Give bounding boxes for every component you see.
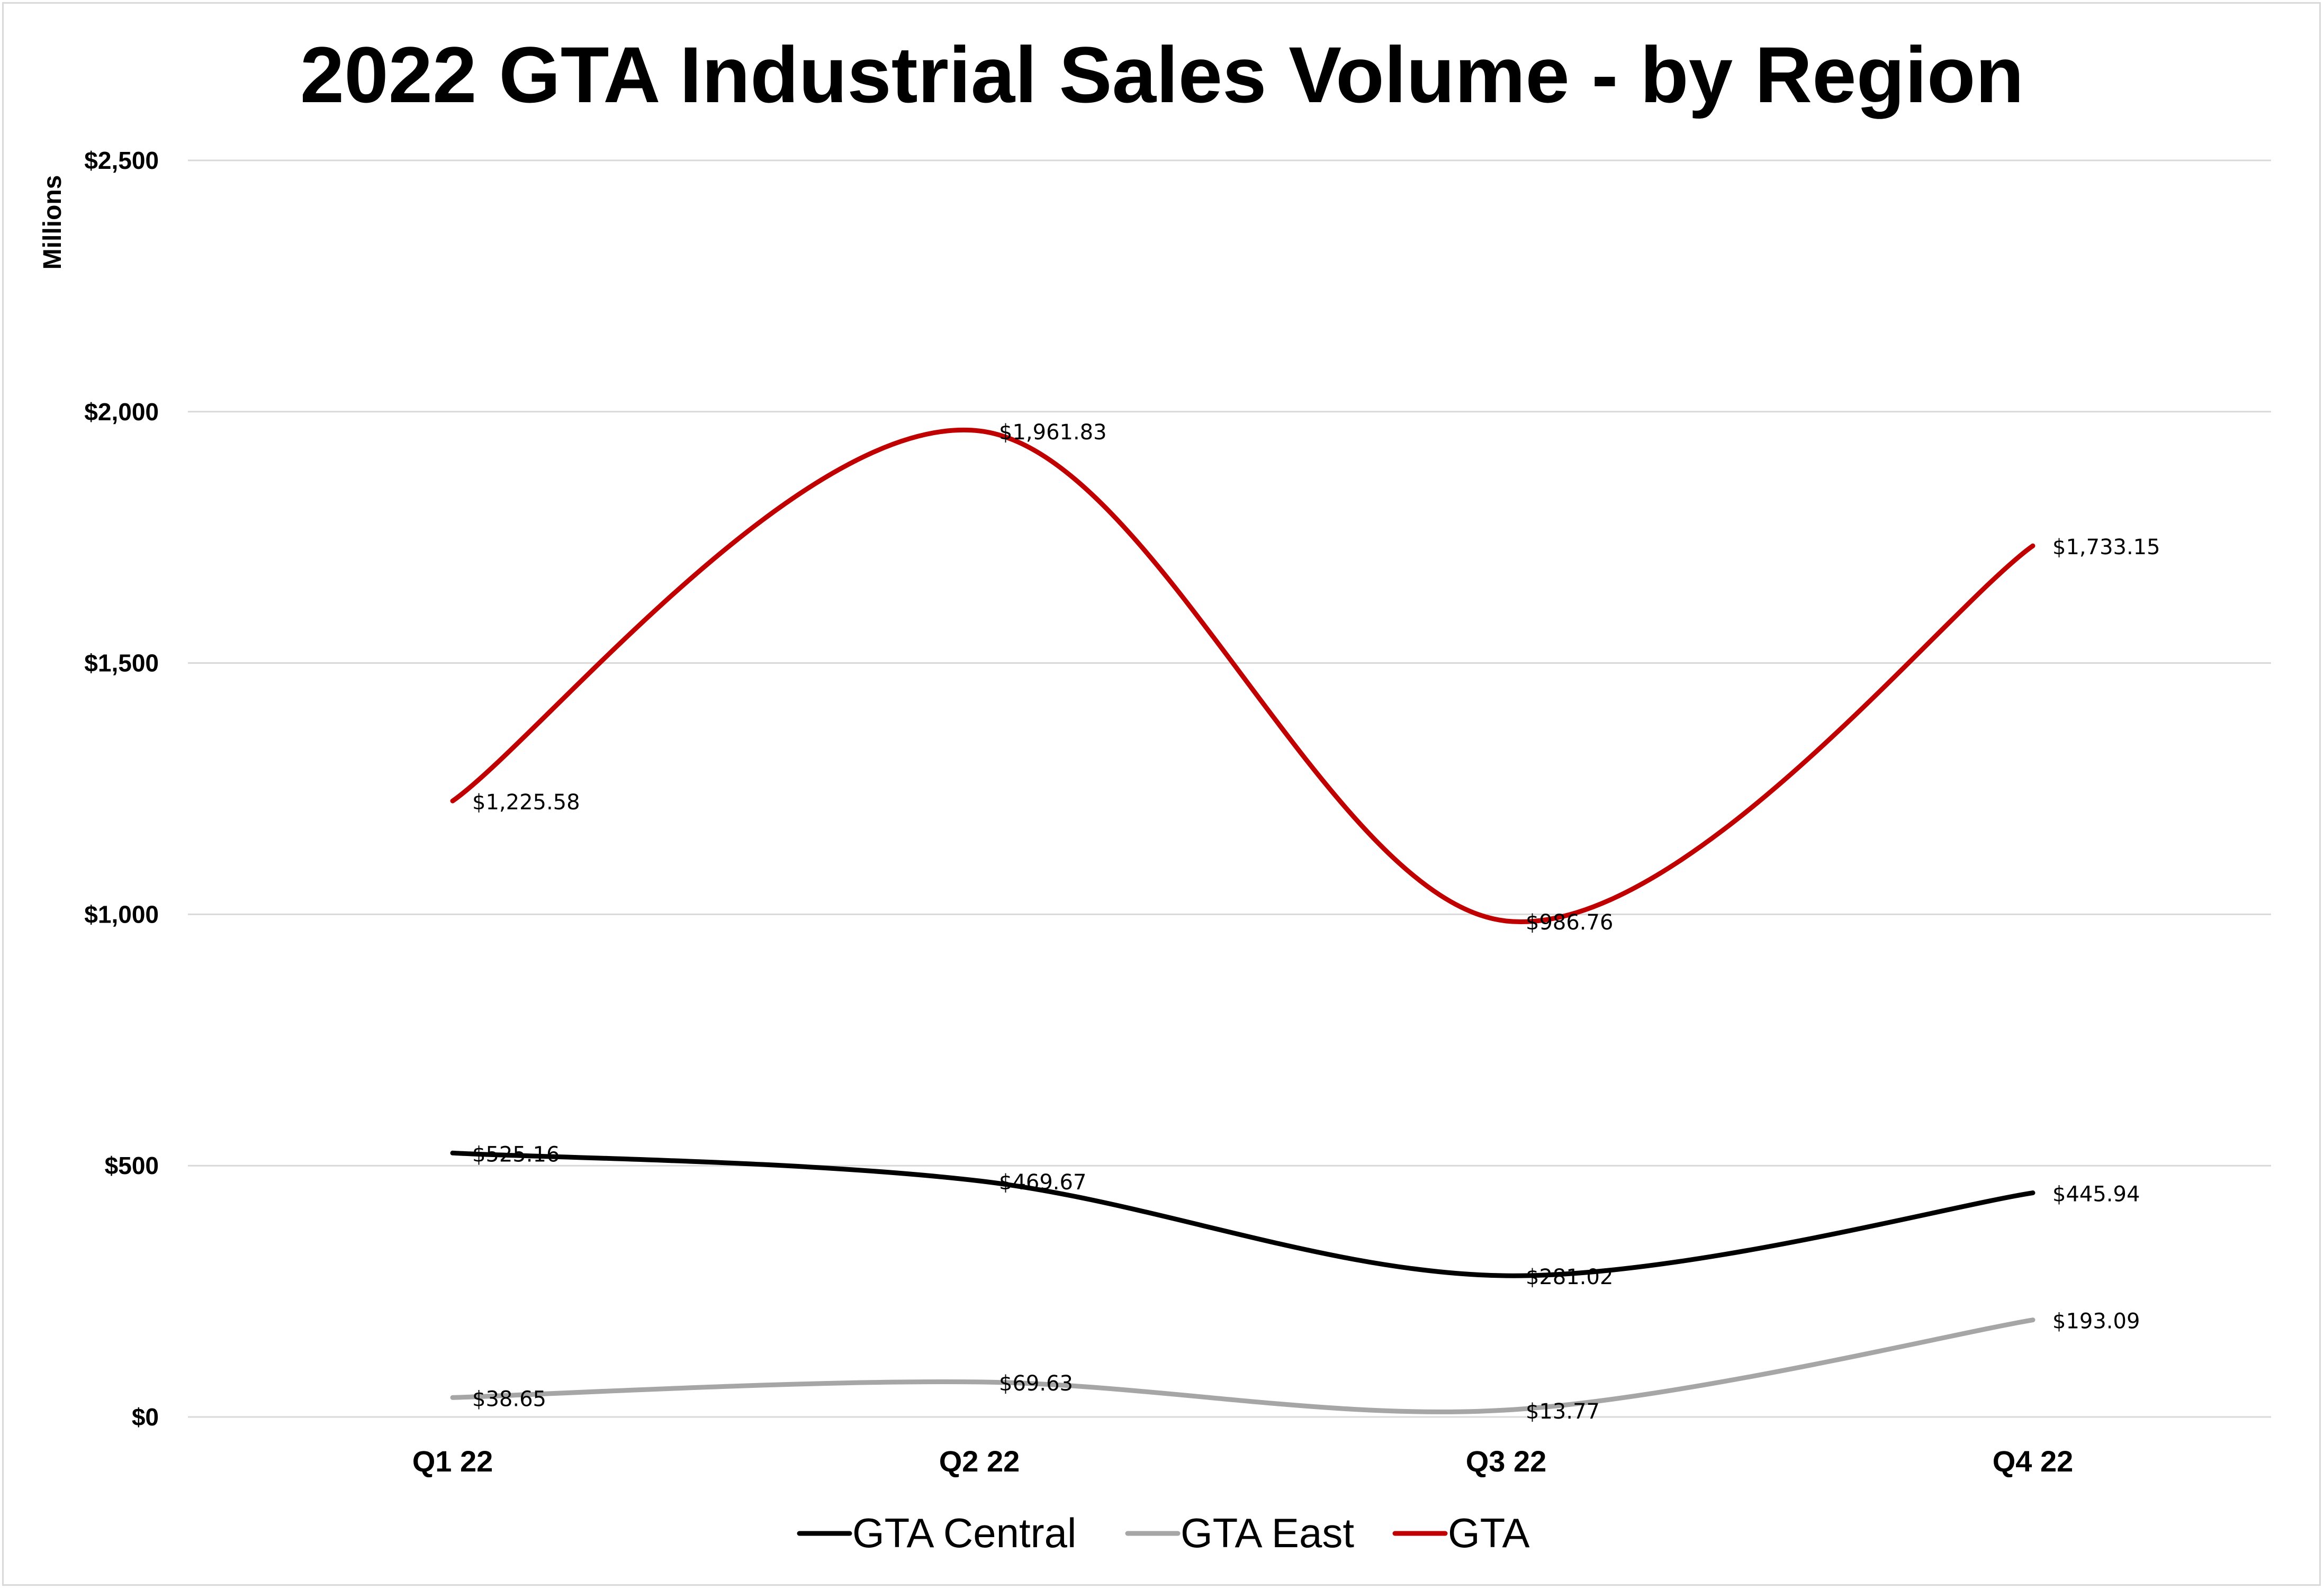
legend-item-gta-east: GTA East bbox=[1125, 1510, 1354, 1556]
y-axis-label: Millions bbox=[39, 175, 67, 270]
legend-label: GTA Central bbox=[852, 1510, 1076, 1556]
y-axis-ticks: $0 $500 $1,000 $1,500 $2,000 $2,500 bbox=[84, 147, 159, 1431]
legend-item-gta: GTA bbox=[1392, 1510, 1530, 1556]
series-line-gta-central bbox=[450, 1150, 2035, 1278]
data-label-gta-east: $69.63 bbox=[999, 1371, 1073, 1396]
x-tick-label: Q2 22 bbox=[939, 1444, 1020, 1478]
y-tick-label: $0 bbox=[132, 1403, 159, 1431]
y-tick-label: $500 bbox=[105, 1152, 159, 1179]
x-axis-ticks: Q1 22 Q2 22 Q3 22 Q4 22 bbox=[412, 1444, 2074, 1478]
data-label-gta-central: $525.16 bbox=[472, 1142, 560, 1167]
data-label-gta-central: $445.94 bbox=[2052, 1182, 2140, 1207]
data-label-gta: $1,961.83 bbox=[999, 420, 1107, 445]
legend-label: GTA bbox=[1448, 1510, 1530, 1556]
data-label-gta-central: $469.67 bbox=[999, 1170, 1086, 1195]
x-tick-label: Q1 22 bbox=[412, 1444, 493, 1478]
legend-label: GTA East bbox=[1181, 1510, 1354, 1556]
gridlines bbox=[188, 159, 2271, 1418]
y-tick-label: $1,500 bbox=[84, 649, 159, 677]
data-label-gta-central: $281.02 bbox=[1526, 1265, 1613, 1289]
series-lines bbox=[450, 427, 2035, 1414]
series-line-gta-east bbox=[450, 1317, 2035, 1414]
y-tick-label: $1,000 bbox=[84, 900, 159, 928]
legend: GTA Central GTA East GTA bbox=[797, 1510, 1530, 1556]
data-labels: $525.16 $469.67 $281.02 $445.94 $38.65 $69.63… bbox=[472, 420, 2160, 1424]
data-label-gta: $1,225.58 bbox=[472, 790, 580, 815]
chart-title: 2022 GTA Industrial Sales Volume - by Re… bbox=[300, 30, 2024, 119]
data-label-gta: $1,733.15 bbox=[2052, 535, 2160, 559]
data-label-gta-east: $13.77 bbox=[1526, 1400, 1600, 1424]
data-label-gta-east: $193.09 bbox=[2052, 1310, 2140, 1334]
y-tick-label: $2,500 bbox=[84, 147, 159, 174]
legend-item-gta-central: GTA Central bbox=[797, 1510, 1076, 1556]
x-tick-label: Q3 22 bbox=[1466, 1444, 1547, 1478]
x-tick-label: Q4 22 bbox=[1993, 1444, 2074, 1478]
series-line-gta bbox=[450, 427, 2035, 924]
y-tick-label: $2,000 bbox=[84, 398, 159, 426]
data-label-gta: $986.76 bbox=[1526, 910, 1613, 935]
data-label-gta-east: $38.65 bbox=[472, 1387, 546, 1411]
